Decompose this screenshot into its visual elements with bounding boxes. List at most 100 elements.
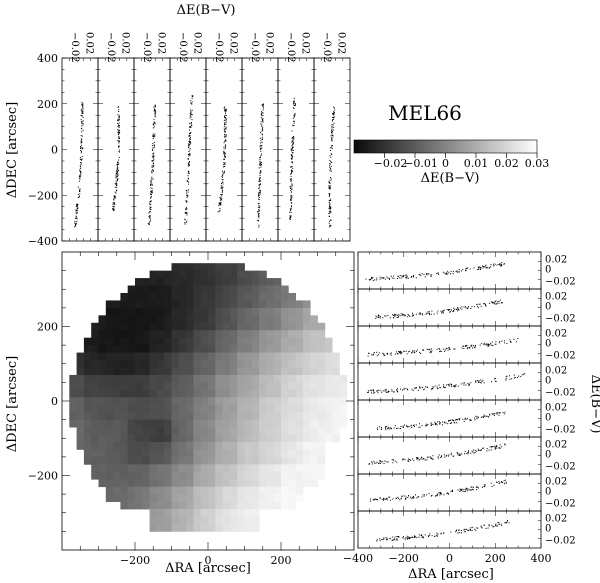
top-strip-point — [220, 194, 222, 195]
right-strip-point — [400, 277, 402, 279]
top-strip-point — [329, 211, 331, 213]
right-strip-point — [491, 381, 493, 383]
right-strip-point — [513, 338, 515, 340]
top-strip-point — [290, 211, 292, 213]
map-cell — [135, 315, 143, 324]
top-strip-point — [219, 210, 221, 212]
top-strip-point — [188, 135, 190, 137]
right-strip-point — [493, 413, 495, 415]
right-strip-point — [385, 427, 387, 429]
right-strip-point — [438, 492, 440, 494]
top-strip-point — [225, 110, 227, 112]
map-cell — [244, 292, 253, 301]
right-strip-point — [485, 265, 487, 267]
map-cell — [113, 330, 121, 339]
map-cell — [91, 360, 99, 368]
right-strip-point — [374, 279, 376, 281]
map-cell — [208, 479, 216, 488]
top-strip-point — [118, 122, 120, 124]
top-strip-point — [150, 201, 152, 203]
right-strip-point — [486, 415, 488, 417]
right-strip-point — [461, 488, 463, 490]
right-strip-point — [447, 273, 449, 275]
map-cell — [200, 360, 209, 368]
right-strip-point — [408, 460, 410, 462]
top-strip-point — [223, 130, 225, 132]
top-strip-ytick-label: −200 — [28, 189, 58, 202]
map-cell — [142, 419, 150, 428]
top-strip-point — [333, 111, 335, 113]
right-strip-point — [452, 455, 454, 457]
map-cell — [200, 292, 209, 301]
right-strip-ytick-label: 0.02 — [545, 254, 567, 265]
top-strip-point — [261, 147, 263, 149]
map-cell — [164, 307, 172, 316]
top-strip-panel — [277, 57, 315, 242]
top-strip-point — [291, 162, 293, 164]
top-strip-point — [151, 155, 153, 157]
right-strip-point — [445, 348, 447, 350]
right-strip-point — [446, 384, 447, 386]
top-strip-point — [258, 213, 260, 215]
top-strip-ytick-label: 200 — [37, 98, 58, 111]
map-cell — [200, 352, 209, 361]
top-strip-point — [114, 182, 116, 184]
top-strip-xtick-label: 0.02 — [263, 32, 274, 54]
top-strip-point — [150, 209, 152, 211]
map-cell — [193, 263, 202, 272]
right-strip-point — [430, 457, 432, 459]
right-strip-point — [463, 345, 465, 347]
map-cell — [164, 419, 172, 428]
top-strip-point — [119, 131, 121, 133]
right-strip-point — [439, 493, 441, 495]
top-strip-point — [293, 101, 295, 103]
map-cell — [91, 374, 99, 383]
map-cell — [171, 427, 180, 435]
top-strip-point — [189, 153, 191, 155]
right-strip-point — [489, 446, 491, 448]
top-strip-point — [258, 226, 260, 228]
right-strip-point — [464, 417, 466, 419]
right-strip-point — [375, 498, 377, 500]
map-cell — [113, 300, 121, 309]
map-cell — [215, 516, 223, 525]
right-strip-point — [493, 484, 495, 486]
top-strip-point — [330, 199, 332, 201]
map-cell — [288, 345, 296, 353]
colorbar-tick-label: 0.01 — [464, 157, 489, 170]
map-cell — [135, 427, 143, 435]
right-strip-point — [488, 449, 490, 451]
map-cell — [222, 509, 231, 517]
top-strip-point — [292, 146, 294, 148]
map-cell — [178, 360, 187, 368]
top-strip-point — [79, 191, 81, 193]
map-cell — [222, 292, 231, 301]
right-strip-point — [463, 306, 465, 308]
top-strip-point — [187, 172, 189, 174]
right-strip-point — [479, 303, 481, 305]
map-cell — [91, 367, 99, 376]
map-cell — [259, 389, 267, 398]
map-cell — [193, 307, 202, 316]
right-strip-point — [481, 416, 483, 418]
map-cell — [149, 360, 158, 368]
map-cell — [186, 441, 194, 450]
right-strip-point — [435, 495, 437, 497]
right-strip-point — [494, 263, 496, 265]
top-strip-point — [189, 149, 191, 151]
map-cell — [149, 285, 158, 294]
map-cell — [186, 509, 194, 517]
right-strip-point — [367, 355, 369, 357]
top-strip-point — [329, 147, 331, 149]
map-cell — [281, 337, 289, 346]
right-strip-point — [381, 539, 383, 540]
right-strip-point — [459, 454, 461, 456]
map-cell — [215, 367, 223, 376]
right-strip-point — [436, 312, 438, 314]
right-strip-point — [499, 263, 501, 265]
colorbar-tick-label: 0.03 — [525, 157, 550, 170]
top-strip-point — [290, 216, 292, 218]
right-strip-point — [455, 385, 457, 387]
map-cell — [149, 486, 158, 495]
top-strip-point — [220, 201, 222, 203]
